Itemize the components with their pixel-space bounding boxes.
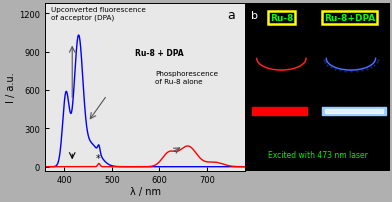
Y-axis label: I / a.u.: I / a.u. [6, 72, 16, 103]
Bar [322, 107, 386, 116]
Text: Ru-8: Ru-8 [270, 14, 293, 23]
Text: a: a [227, 9, 235, 22]
Bar [252, 107, 307, 116]
Text: Upconverted fluorescence
of acceptor (DPA): Upconverted fluorescence of acceptor (DP… [51, 7, 146, 21]
Text: Ru-8+DPA: Ru-8+DPA [324, 14, 375, 23]
Text: b: b [251, 11, 258, 21]
Bar [325, 109, 383, 113]
Text: *: * [96, 153, 101, 163]
Text: Ru-8 + DPA: Ru-8 + DPA [135, 49, 184, 58]
Text: Excited with 473 nm laser: Excited with 473 nm laser [268, 150, 368, 159]
Text: Phosphorescence
of Ru-8 alone: Phosphorescence of Ru-8 alone [155, 71, 218, 84]
X-axis label: λ / nm: λ / nm [130, 186, 161, 196]
